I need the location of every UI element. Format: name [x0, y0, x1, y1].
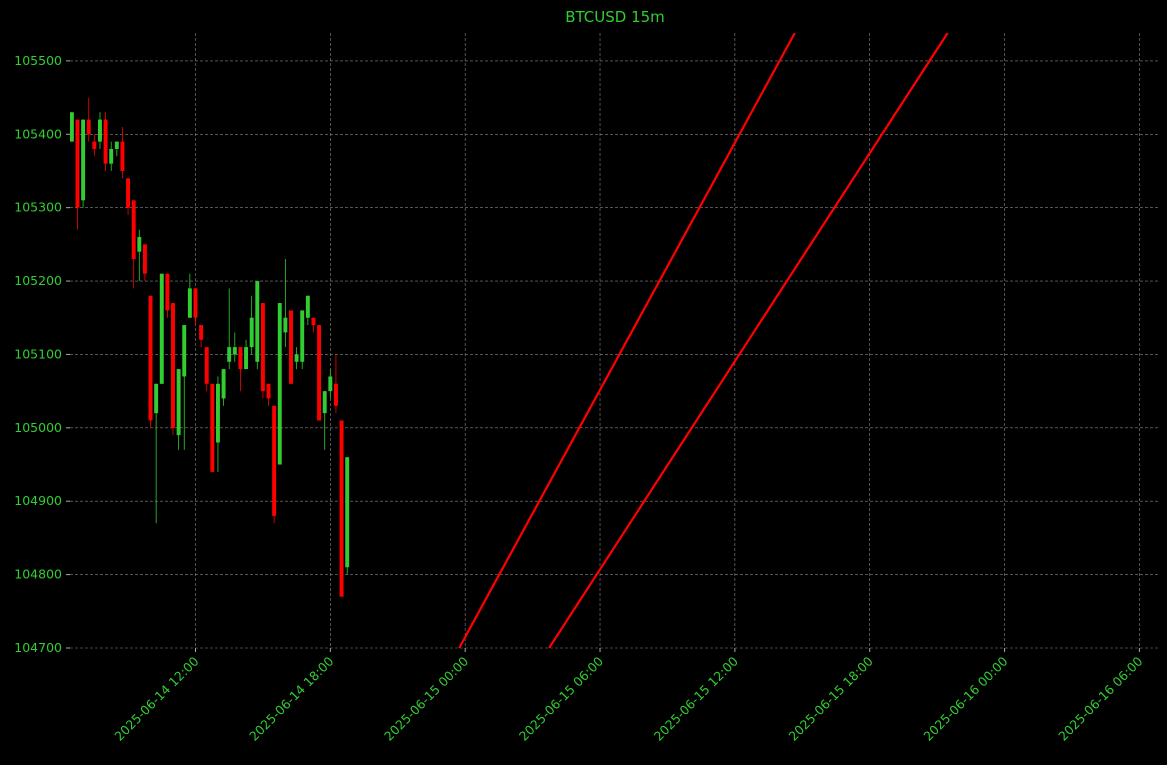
y-tick-label: 104700 [14, 640, 62, 655]
candle-body [182, 325, 187, 377]
candle-body [86, 119, 91, 135]
candle-body [232, 347, 237, 355]
candle-body [159, 273, 164, 384]
candle-body [339, 420, 344, 597]
y-tick-label: 104900 [14, 493, 62, 508]
y-tick-label: 105000 [14, 420, 62, 435]
candle-body [238, 347, 243, 370]
candle-body [311, 317, 316, 326]
x-tick-label: 2025-06-15 12:00 [651, 653, 741, 743]
candle-body [187, 288, 192, 318]
candle-body [272, 405, 277, 516]
x-tick-label: 2025-06-15 06:00 [516, 653, 606, 743]
candle-body [154, 383, 159, 414]
candle-body [193, 288, 198, 318]
candle-body [114, 141, 119, 149]
trend-line [548, 33, 949, 648]
candle-body [317, 325, 322, 421]
candle-body [199, 325, 204, 340]
y-tick-label: 105300 [14, 200, 62, 215]
candle-body [227, 347, 232, 362]
candle-body [75, 119, 80, 208]
y-tick-label: 105400 [14, 126, 62, 141]
x-tick-label: 2025-06-14 18:00 [246, 653, 336, 743]
chart-title: BTCUSD 15m [565, 8, 665, 26]
plot-area [70, 33, 949, 648]
candle-body [142, 244, 147, 274]
candle-body [81, 119, 86, 201]
candle-body [328, 376, 333, 392]
candle-body [277, 303, 282, 465]
y-tick-label: 105200 [14, 273, 62, 288]
candle-body [165, 273, 170, 311]
candle-body [131, 200, 136, 260]
candle-body [333, 383, 338, 406]
x-tick-label: 2025-06-15 18:00 [786, 653, 876, 743]
x-tick-label: 2025-06-15 00:00 [381, 653, 471, 743]
y-tick-label: 104800 [14, 567, 62, 582]
candle-body [300, 310, 305, 362]
candle-body [97, 119, 102, 142]
candle-body [120, 141, 125, 171]
x-tick-label: 2025-06-16 06:00 [1055, 653, 1145, 743]
candle-body [305, 295, 310, 318]
candle-body [215, 383, 220, 443]
candle-body [70, 112, 74, 142]
candle-body [210, 383, 215, 472]
candle-body [294, 354, 299, 362]
x-tick-label: 2025-06-14 12:00 [111, 653, 201, 743]
candle-body [92, 141, 97, 149]
candle-body [260, 303, 265, 392]
y-tick-label: 105100 [14, 346, 62, 361]
candle-body [137, 237, 142, 252]
candle-body [345, 457, 350, 568]
candle-body [322, 391, 327, 414]
candle-body [266, 383, 271, 399]
y-tick-label: 105500 [14, 53, 62, 68]
candle-body [103, 119, 108, 164]
candle-body [249, 317, 254, 348]
candle-body [126, 178, 131, 208]
candle-body [283, 317, 288, 333]
candle-body [148, 295, 153, 421]
candle-body [289, 310, 293, 384]
candle-body [255, 281, 260, 362]
candle-body [244, 347, 249, 370]
candle-body [176, 369, 181, 436]
x-tick-label: 2025-06-16 00:00 [920, 653, 1010, 743]
candle-body [221, 369, 226, 399]
candle-body [171, 303, 175, 428]
grid [70, 33, 1160, 649]
trend-line [458, 33, 796, 648]
candle-body [204, 347, 209, 384]
candle-body [109, 148, 114, 164]
